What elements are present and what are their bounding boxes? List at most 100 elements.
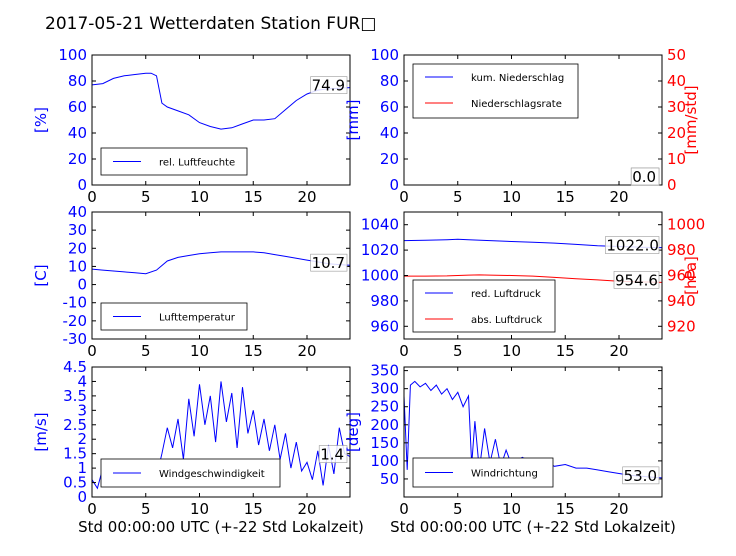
humidity-ylabel: [%] [32,107,50,133]
windspeed-panel: 0 5 10 15 20 00.511.522.533.544.5 [m/s] Std 00:… [32,358,364,536]
winddir-ylabel: [deg] [344,412,362,452]
winddir-ytick-label-6: 350 [370,362,399,380]
pressure-y2label: [hPa] [682,256,700,295]
windspeed-ytick-label-8: 4 [77,372,87,390]
pressure-last-value-2: 954.6 [615,271,658,289]
precip-y2tick-label-2: 20 [667,124,686,142]
precip-xtick-label-1: 5 [453,188,463,206]
winddir-ytick-label-1: 100 [370,452,399,470]
winddir-ytick-label-2: 150 [370,434,399,452]
precip-ytick-label-1: 20 [380,150,399,168]
temperature-xtick-label-1: 5 [141,342,151,360]
temperature-frame [91,211,351,340]
humidity-ytick-label-3: 60 [68,98,87,116]
winddir-xtick-label-1: 5 [453,500,463,518]
temperature-ylabel: [C] [32,264,50,286]
precip-legend [412,63,579,119]
humidity-ytick-label-2: 40 [68,124,87,142]
precip-ytick-label-5: 100 [370,46,399,64]
pressure-series-line-1 [404,274,662,283]
precip-frame [403,54,663,186]
winddir-xlabel: Std 00:00:00 UTC (+-22 Std Lokalzeit) [390,518,676,536]
pressure-y2tick-label-4: 1000 [667,216,705,234]
pressure-y2tick-label-2: 960 [667,267,696,285]
pressure-ytick-label-1: 980 [370,292,399,310]
precip-ytick-label-3: 60 [380,98,399,116]
pressure-ytick-label-2: 1000 [361,267,399,285]
winddir-ytick-label-0: 50 [380,470,399,488]
pressure-xtick-label-4: 20 [609,342,628,360]
humidity-ytick-label-5: 100 [58,46,87,64]
precip-legend-label-0: kum. Niederschlag [471,73,564,84]
temperature-xtick-label-4: 20 [297,342,316,360]
windspeed-xlabel: Std 00:00:00 UTC (+-22 Std Lokalzeit) [78,518,364,536]
humidity-frame [91,54,351,186]
humidity-xtick-label-1: 5 [141,188,151,206]
pressure-xtick-label-1: 5 [453,342,463,360]
precip-y2tick-label-3: 30 [667,98,686,116]
windspeed-last-value: 1.4 [320,446,344,464]
precip-ylabel: [mm] [344,100,362,141]
winddir-last-value-box [622,466,660,485]
windspeed-xtick-label-1: 5 [141,500,151,518]
pressure-y2tick-label-0: 920 [667,317,696,335]
humidity-xtick-label-3: 15 [244,188,263,206]
humidity-series-line-0 [92,72,350,130]
winddir-xtick-label-2: 10 [502,500,521,518]
temperature-ytick-label-4: 10 [68,257,87,275]
temperature-legend-label-0: Lufttemperatur [159,313,236,324]
precip-y2label: [mm/std] [682,85,700,154]
pressure-legend-label-0: red. Luftdruck [471,289,541,300]
winddir-last-value: 53.0 [624,467,657,485]
temperature-xtick-label-2: 10 [190,342,209,360]
pressure-ytick-label-3: 1020 [361,241,399,259]
humidity-xtick-label-2: 10 [190,188,209,206]
temperature-ytick-label-0: -30 [63,330,88,348]
temperature-ytick-label-1: -20 [63,312,88,330]
pressure-panel: 0 5 10 15 20 960 980 1000 1020 1040 920 940 960 980 10… [361,211,705,360]
windspeed-ytick-label-1: 0.5 [63,474,87,492]
precip-panel: 0 5 10 15 20 0 20 40 60 80 100 0 10 20 30 40 50 [mm] [mm/s… [344,46,700,206]
windspeed-last-value-box [318,445,348,463]
precip-y2tick-label-0: 0 [667,176,677,194]
winddir-xtick-label-0: 0 [399,500,409,518]
precip-ytick-label-0: 0 [389,176,399,194]
windspeed-ytick-label-5: 2.5 [63,416,87,434]
winddir-ytick-label-3: 200 [370,416,399,434]
precip-ytick-label-4: 80 [380,72,399,90]
precip-xtick-label-3: 15 [556,188,575,206]
humidity-ytick-label-0: 0 [77,176,87,194]
windspeed-ytick-label-4: 2 [77,430,87,448]
winddir-legend-label-0: Windrichtung [471,469,538,480]
humidity-xtick-label-0: 0 [87,188,97,206]
pressure-last-value-box [605,236,660,254]
pressure-legend [412,279,556,333]
temperature-last-value-box [310,253,348,272]
temperature-ytick-label-5: 20 [68,239,87,257]
precip-last-value-2: 0.0 [632,168,656,186]
temperature-ytick-label-7: 40 [68,203,87,221]
precip-y2tick-label-1: 10 [667,150,686,168]
temperature-ytick-label-2: -10 [63,294,88,312]
pressure-ytick-label-4: 1040 [361,216,399,234]
temperature-ytick-label-3: 0 [77,276,87,294]
pressure-xtick-label-0: 0 [399,342,409,360]
temperature-series-line-0 [92,251,350,275]
windspeed-ylabel: [m/s] [32,412,50,451]
humidity-last-value: 74.9 [312,77,345,95]
pressure-y2tick-label-3: 980 [667,241,696,259]
windspeed-xtick-label-0: 0 [87,500,97,518]
winddir-frame [403,366,663,498]
temperature-panel: 0 5 10 15 20-30-20-10010203040[C]Lufttempera… [32,203,351,360]
windspeed-frame [91,366,351,498]
winddir-xtick-label-3: 15 [556,500,575,518]
temperature-last-value: 10.7 [312,254,345,272]
windspeed-ytick-label-6: 3 [77,401,87,419]
pressure-last-value-2-box [613,271,660,289]
humidity-legend-label-0: rel. Luftfeuchte [159,158,235,169]
winddir-xtick-label-4: 20 [609,500,628,518]
humidity-xtick-label-4: 20 [297,188,316,206]
pressure-y2tick-label-1: 940 [667,292,696,310]
precip-ytick-label-2: 40 [380,124,399,142]
